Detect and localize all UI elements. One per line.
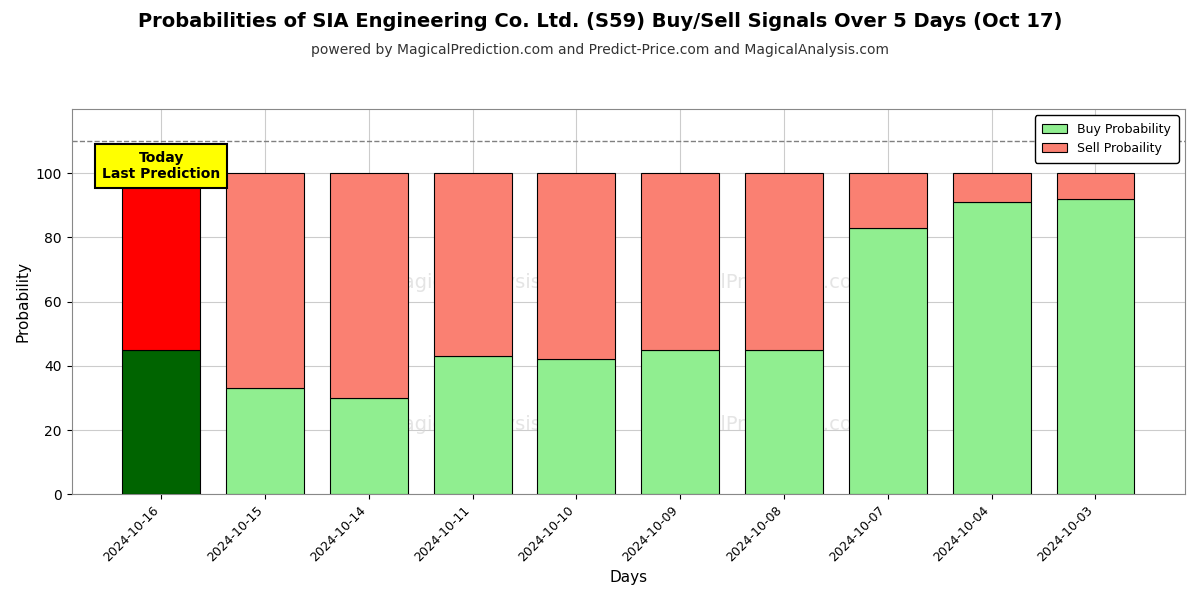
Bar xyxy=(953,202,1031,494)
Bar xyxy=(848,228,926,494)
Bar xyxy=(745,350,823,494)
Legend: Buy Probability, Sell Probaility: Buy Probability, Sell Probaility xyxy=(1034,115,1178,163)
Text: Probabilities of SIA Engineering Co. Ltd. (S59) Buy/Sell Signals Over 5 Days (Oc: Probabilities of SIA Engineering Co. Ltd… xyxy=(138,12,1062,31)
Text: powered by MagicalPrediction.com and Predict-Price.com and MagicalAnalysis.com: powered by MagicalPrediction.com and Pre… xyxy=(311,43,889,57)
Bar xyxy=(641,173,719,350)
Text: Today
Last Prediction: Today Last Prediction xyxy=(102,151,221,181)
Bar xyxy=(745,173,823,350)
X-axis label: Days: Days xyxy=(610,570,647,585)
Bar xyxy=(641,350,719,494)
Bar xyxy=(226,388,304,494)
Bar xyxy=(1056,173,1134,199)
Bar xyxy=(226,173,304,388)
Bar xyxy=(330,173,408,398)
Y-axis label: Probability: Probability xyxy=(16,261,30,342)
Bar xyxy=(1056,199,1134,494)
Bar xyxy=(953,173,1031,202)
Text: MagicalAnalysis.com          MagicalPrediction.com: MagicalAnalysis.com MagicalPrediction.co… xyxy=(386,273,871,292)
Bar xyxy=(122,173,200,350)
Bar xyxy=(538,173,616,359)
Bar xyxy=(122,350,200,494)
Bar xyxy=(433,173,511,356)
Bar xyxy=(433,356,511,494)
Text: MagicalAnalysis.com          MagicalPrediction.com: MagicalAnalysis.com MagicalPrediction.co… xyxy=(386,415,871,434)
Bar xyxy=(330,398,408,494)
Bar xyxy=(538,359,616,494)
Bar xyxy=(848,173,926,228)
